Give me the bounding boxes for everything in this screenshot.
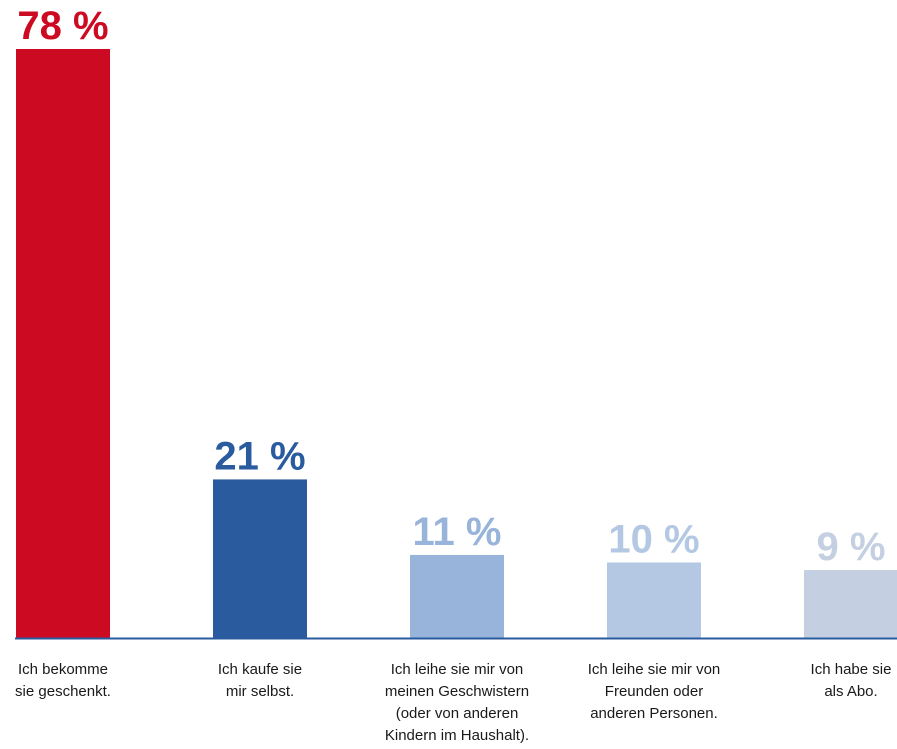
category-label-2: Ich kaufe sie mir selbst. [217, 661, 303, 700]
bar-4 [607, 562, 701, 638]
value-label-1: 78 % [17, 4, 108, 48]
value-label-5: 9 % [817, 525, 886, 569]
bar-2 [213, 479, 307, 638]
category-label-4: Ich leihe sie mir von Freunden oder ande… [587, 661, 721, 722]
category-label-3: Ich leihe sie mir von meinen Geschwister… [384, 661, 530, 744]
category-label-1: Ich bekomme sie geschenkt. [15, 661, 111, 700]
bars-group [16, 49, 897, 638]
bar-5 [804, 570, 897, 638]
bar-3 [410, 554, 504, 638]
value-label-2: 21 % [214, 434, 305, 478]
category-label-5: Ich habe sie als Abo. [810, 661, 892, 700]
value-label-4: 10 % [608, 517, 699, 561]
value-labels-group: 78 % 21 % 11 % 10 % 9 % [17, 4, 885, 569]
bar-1 [16, 49, 110, 638]
value-label-3: 11 % [413, 510, 502, 554]
